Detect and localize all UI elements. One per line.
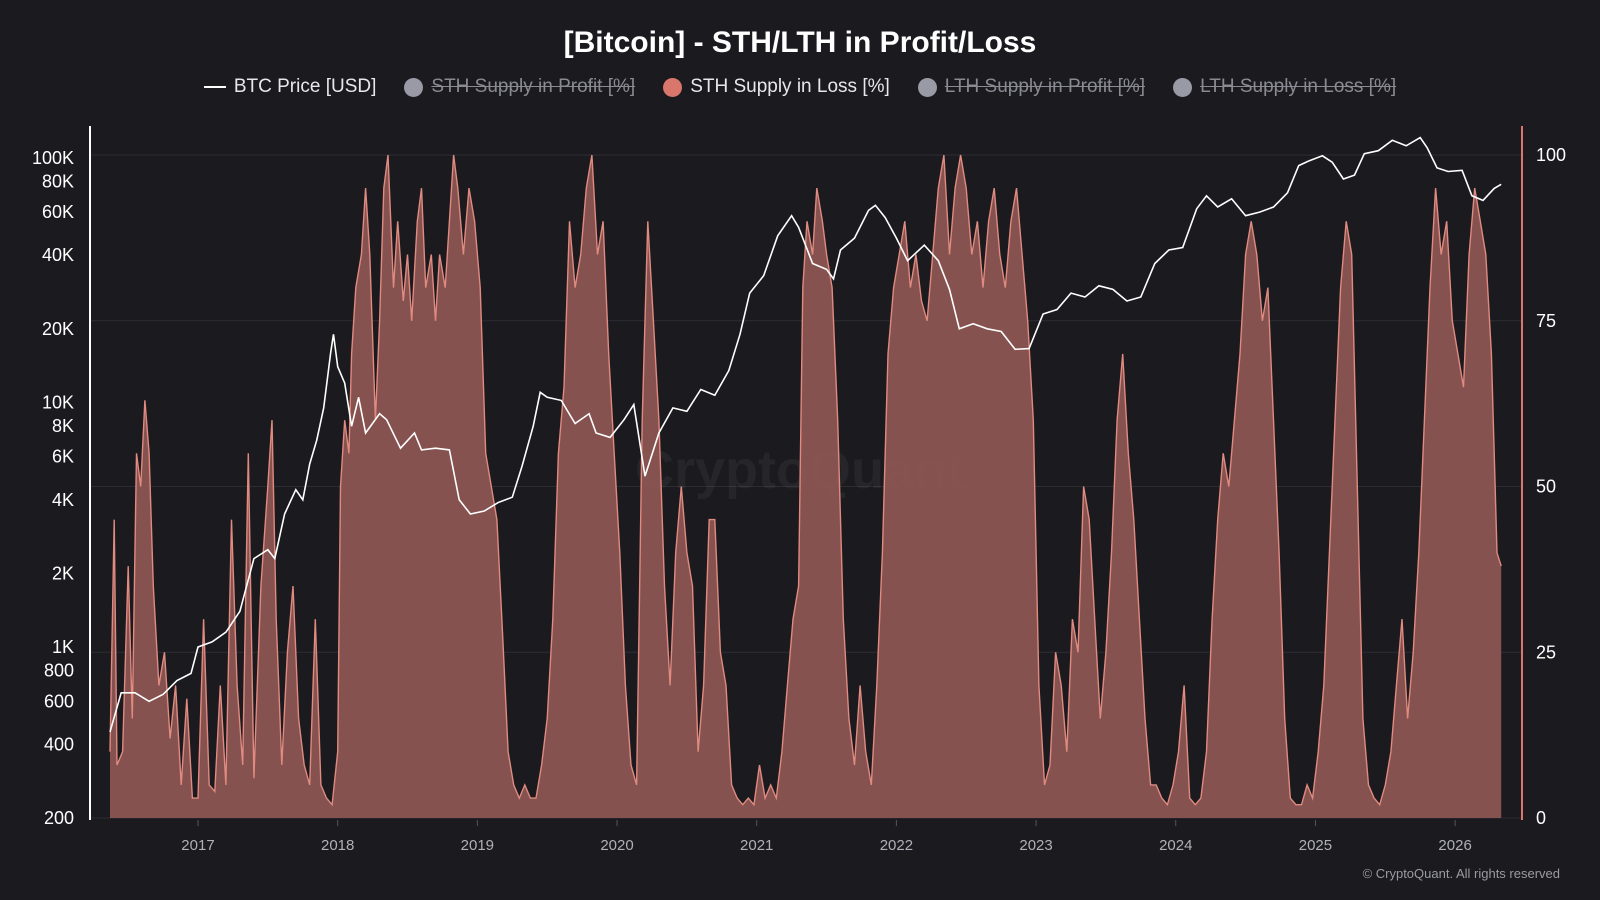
legend-label: STH Supply in Profit [%] [431,76,636,97]
left-tick-label: 4K [52,490,74,510]
left-axis-ticks: 200 400 600 800 1K 2K 4K 6K 8K 10K 20K 40K 60K 80K 100… [32,148,74,828]
left-tick-label: 400 [44,734,74,754]
left-tick-label: 100K [32,148,74,168]
left-tick-label: 80K [42,172,74,192]
legend-label: LTH Supply in Profit [%] [944,76,1146,97]
btc-price-line [109,136,1502,733]
x-tick-label: 2026 [1438,837,1471,854]
right-tick-label: 0 [1536,808,1546,828]
legend-label: LTH Supply in Loss [%] [1200,76,1397,97]
left-tick-label: 8K [52,416,74,436]
left-tick-label: 20K [42,319,74,339]
legend-label: STH Supply in Loss [%] [690,76,890,97]
x-axis-ticks: 2017 2018 2019 2020 2021 2022 2023 2024 2025 2026 [181,820,1472,854]
x-tick-label: 2021 [740,837,773,854]
sth-loss-area-series [109,154,1502,818]
right-tick-label: 25 [1536,642,1556,662]
left-tick-label: 200 [44,808,74,828]
x-tick-label: 2023 [1019,837,1052,854]
legend-item-lth-profit[interactable]: LTH Supply in Profit [%] [917,76,1146,98]
left-tick-label: 2K [52,563,74,583]
right-axis-ticks: 0 25 50 75 100 [1536,145,1566,828]
x-tick-label: 2025 [1299,837,1332,854]
copyright-text: © CryptoQuant. All rights reserved [1362,866,1560,881]
x-tick-label: 2019 [461,837,494,854]
legend-item-lth-loss[interactable]: LTH Supply in Loss [%] [1173,76,1396,98]
right-tick-label: 100 [1536,145,1566,165]
legend-item-sth-loss[interactable]: STH Supply in Loss [%] [663,76,890,98]
dot-marker-icon [1173,77,1193,97]
legend-label: BTC Price [USD] [233,76,377,97]
x-tick-label: 2017 [181,837,214,854]
left-tick-label: 10K [42,392,74,412]
x-tick-label: 2018 [321,837,354,854]
x-tick-label: 2024 [1159,837,1192,854]
dot-marker-icon [663,77,683,97]
x-tick-label: 2022 [880,837,913,854]
sth-loss-line [109,154,1502,807]
line-marker-icon [203,86,226,88]
btc-price-line-series [109,136,1502,733]
sth-loss-area [110,155,1502,818]
left-tick-label: 1K [52,637,74,657]
legend: BTC Price [USD] STH Supply in Profit [%]… [0,76,1600,98]
right-tick-label: 50 [1536,477,1556,497]
left-tick-label: 600 [44,691,74,711]
x-tick-label: 2020 [600,837,633,854]
dot-marker-icon [917,77,937,97]
legend-item-btc-price[interactable]: BTC Price [USD] [203,76,377,98]
legend-item-sth-profit[interactable]: STH Supply in Profit [%] [404,76,635,98]
axes [89,126,1523,820]
chart-title: [Bitcoin] - STH/LTH in Profit/Loss [563,26,1037,59]
left-tick-label: 60K [42,202,74,222]
left-tick-label: 800 [44,661,74,681]
left-tick-label: 6K [52,447,74,467]
left-tick-label: 40K [42,245,74,265]
right-tick-label: 75 [1536,311,1556,331]
dot-marker-icon [404,77,424,97]
